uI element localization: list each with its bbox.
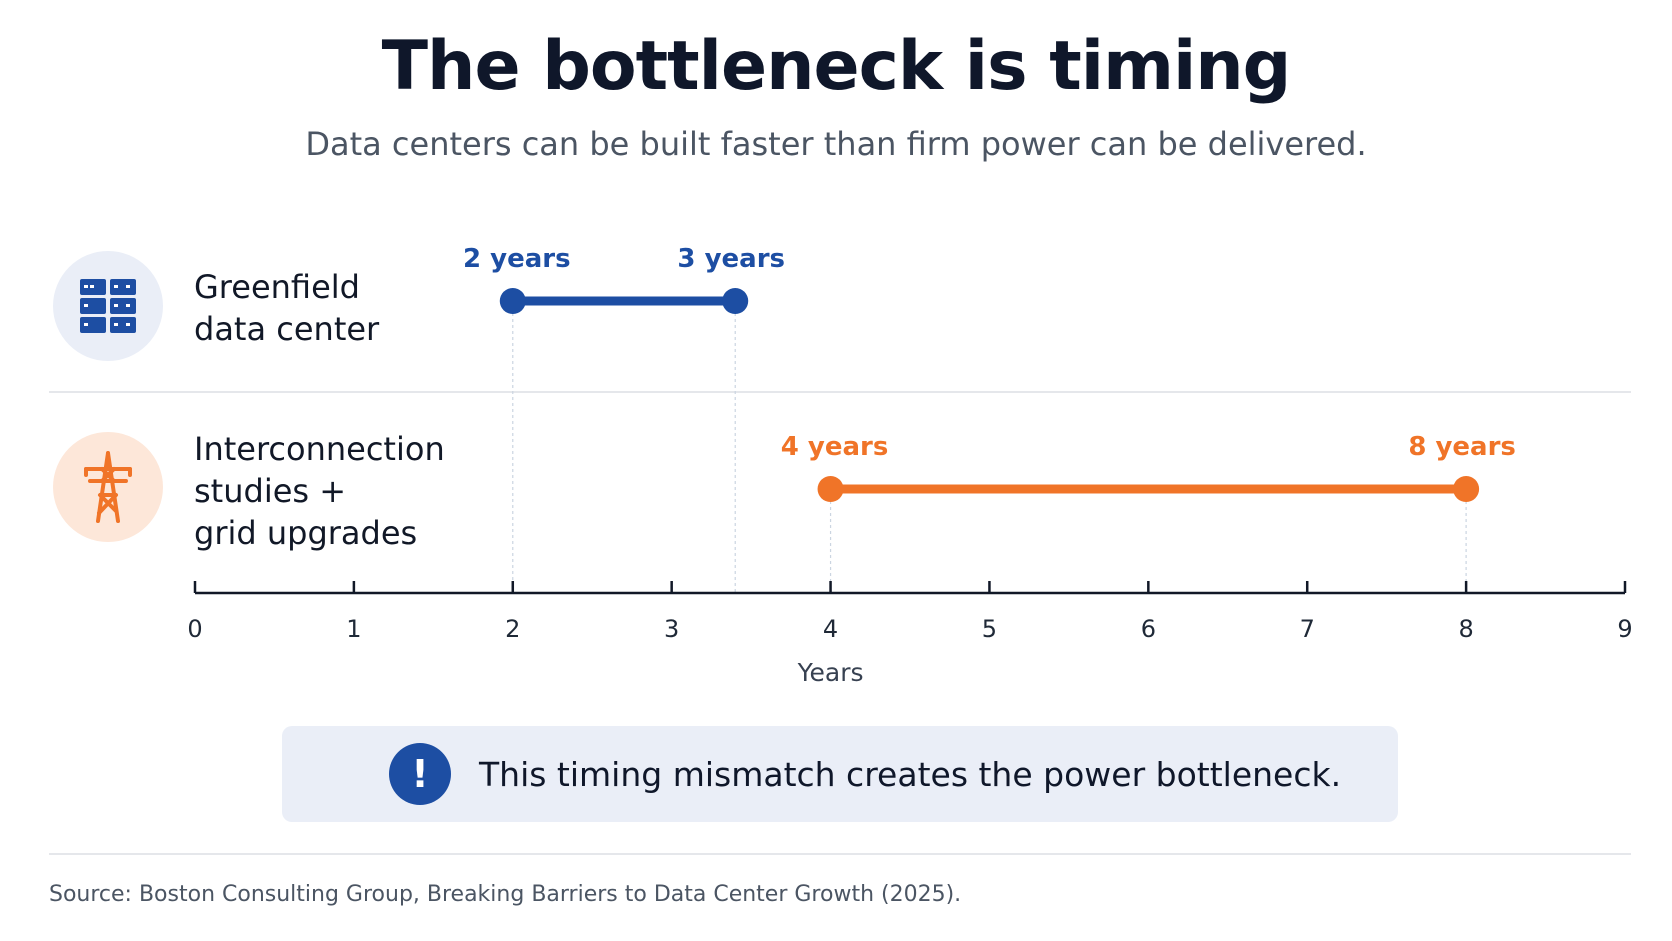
x-tick-label: 3 bbox=[664, 615, 679, 643]
x-tick-label: 0 bbox=[187, 615, 202, 643]
callout-text: This timing mismatch creates the power b… bbox=[479, 754, 1342, 794]
range-start-point bbox=[499, 288, 526, 314]
x-tick-label: 5 bbox=[982, 615, 997, 643]
row-label-line: Interconnection bbox=[194, 430, 445, 468]
range-end-label: 8 years bbox=[1408, 432, 1516, 462]
power-tower-icon bbox=[53, 432, 163, 542]
x-tick-label: 8 bbox=[1458, 615, 1473, 643]
x-tick-label: 6 bbox=[1141, 615, 1156, 643]
page-title: The bottleneck is timing bbox=[381, 27, 1292, 106]
x-tick-label: 7 bbox=[1300, 615, 1315, 643]
row-label-line: Greenfield bbox=[194, 268, 360, 306]
row-label-greenfield: Greenfield data center bbox=[194, 266, 379, 350]
footer-divider bbox=[49, 853, 1631, 855]
timeline-chart: 2 years 3 years 4 years 8 years 0 1 2 3 4 5 6 7 8 9 Y… bbox=[187, 244, 1632, 687]
row-label-line: studies + bbox=[194, 472, 347, 510]
row-label-interconnection: Interconnection studies + grid upgrades bbox=[194, 428, 445, 554]
callout-box: ! This timing mismatch creates the power… bbox=[282, 726, 1398, 822]
source-note: Source: Boston Consulting Group, Breakin… bbox=[49, 882, 962, 907]
range-start-label: 4 years bbox=[781, 432, 889, 462]
x-tick-label: 1 bbox=[346, 615, 361, 643]
server-rack-icon bbox=[53, 251, 163, 361]
page-subtitle: Data centers can be built faster than fi… bbox=[305, 125, 1367, 163]
range-end-label: 3 years bbox=[677, 244, 785, 274]
x-tick-label: 9 bbox=[1617, 615, 1632, 643]
range-start-point bbox=[817, 476, 844, 502]
range-end-point bbox=[1453, 476, 1480, 502]
range-start-label: 2 years bbox=[463, 244, 571, 274]
alert-icon: ! bbox=[389, 743, 451, 805]
range-end-point bbox=[722, 288, 749, 314]
row-divider bbox=[49, 391, 1631, 393]
x-axis-label: Years bbox=[797, 658, 864, 687]
row-label-line: data center bbox=[194, 310, 380, 348]
x-tick-label: 4 bbox=[823, 615, 838, 643]
row-label-line: grid upgrades bbox=[194, 514, 418, 552]
x-tick-label: 2 bbox=[505, 615, 520, 643]
